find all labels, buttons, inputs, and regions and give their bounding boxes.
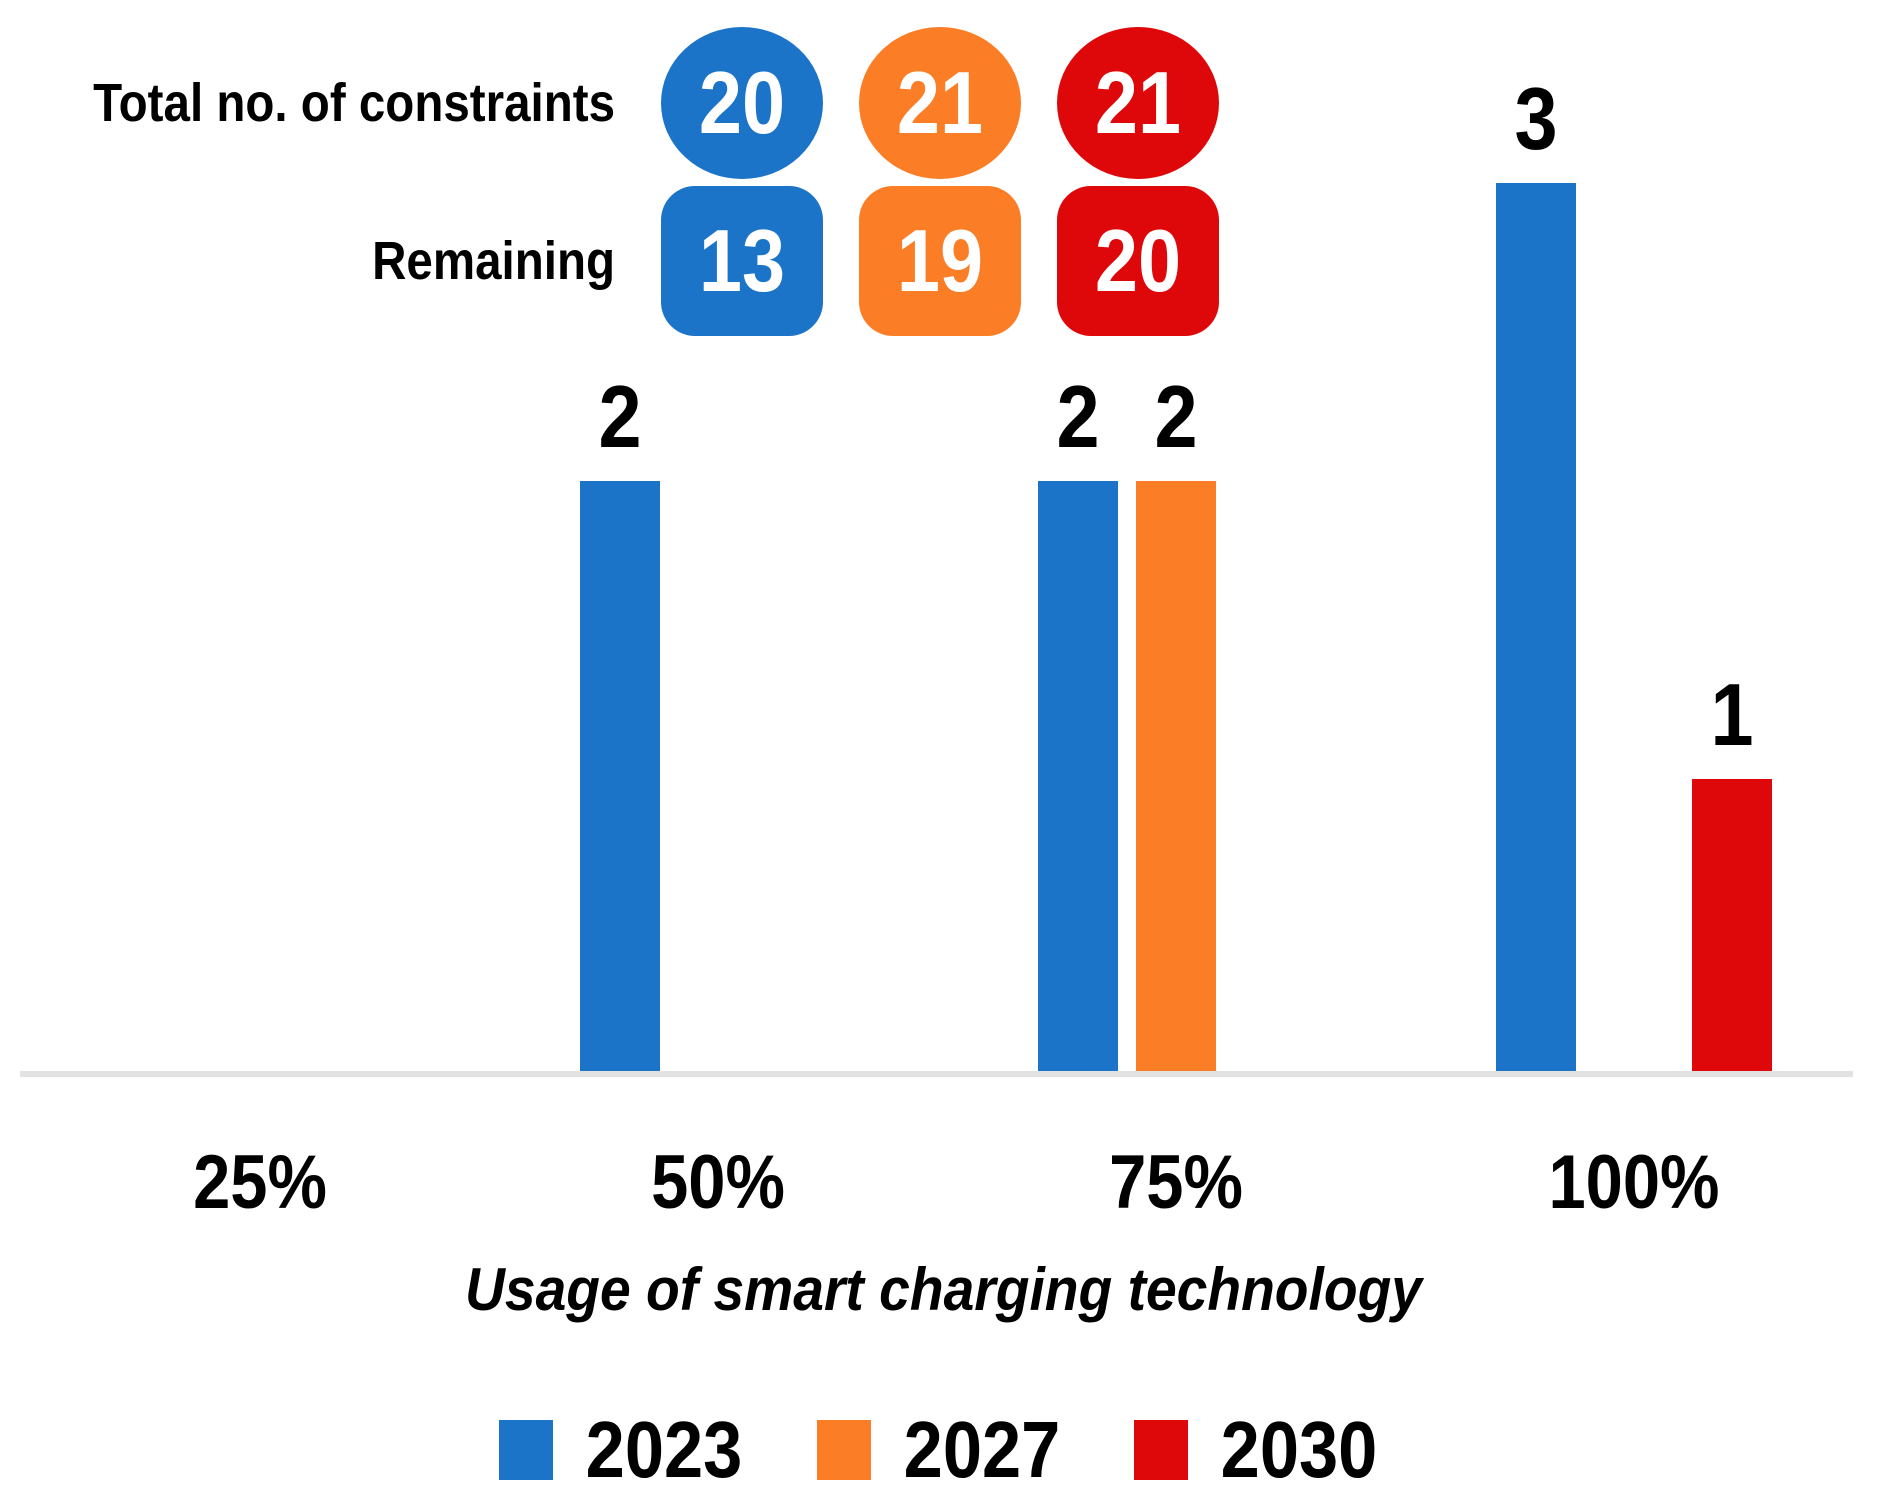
remaining-badge-2030-value: 20 bbox=[1094, 211, 1182, 310]
x-tick-25pct: 25% bbox=[193, 1140, 327, 1225]
legend-label-2023: 2023 bbox=[585, 1405, 742, 1494]
remaining-badge-2023-value: 13 bbox=[698, 211, 786, 310]
x-tick-100pct: 100% bbox=[1548, 1140, 1720, 1225]
total-constraints-label: Total no. of constraints bbox=[93, 73, 616, 133]
bar-value-2023-100%: 3 bbox=[1514, 69, 1558, 168]
bar-value-2023-50%: 2 bbox=[598, 367, 642, 466]
legend-label-2027: 2027 bbox=[903, 1405, 1060, 1494]
x-axis-title: Usage of smart charging technology bbox=[465, 1256, 1422, 1323]
legend-item-2027: 2027 bbox=[816, 1402, 1071, 1498]
remaining-badge-2030: 20 bbox=[1057, 186, 1219, 336]
bar-2023-100% bbox=[1496, 183, 1576, 1077]
total-badge-2027-value: 21 bbox=[896, 53, 984, 152]
legend-item-2023: 2023 bbox=[498, 1402, 753, 1498]
x-tick-75pct: 75% bbox=[1109, 1140, 1243, 1225]
remaining-badge-2027-value: 19 bbox=[896, 211, 984, 310]
remaining-label: Remaining bbox=[372, 231, 615, 291]
total-badge-2030: 21 bbox=[1057, 27, 1219, 179]
total-badge-2030-value: 21 bbox=[1094, 53, 1182, 152]
bar-value-2027-75%: 2 bbox=[1154, 367, 1198, 466]
remaining-badge-2023: 13 bbox=[661, 186, 823, 336]
bar-2023-50% bbox=[580, 481, 660, 1077]
total-badge-2027: 21 bbox=[859, 27, 1021, 179]
legend-swatch-2023 bbox=[498, 1420, 553, 1480]
bar-value-2030-100%: 1 bbox=[1710, 665, 1754, 764]
total-badge-2023: 20 bbox=[661, 27, 823, 179]
bar-2027-75% bbox=[1136, 481, 1216, 1077]
legend-swatch-2030 bbox=[1134, 1420, 1189, 1480]
x-tick-50pct: 50% bbox=[651, 1140, 785, 1225]
x-axis-line bbox=[20, 1071, 1853, 1077]
bar-2023-75% bbox=[1038, 481, 1118, 1077]
legend-label-2030: 2030 bbox=[1221, 1405, 1378, 1494]
legend-item-2030: 2030 bbox=[1134, 1402, 1388, 1498]
total-badge-2023-value: 20 bbox=[698, 53, 786, 152]
legend: 2023 2027 2030 bbox=[0, 1402, 1887, 1498]
bar-2030-100% bbox=[1692, 779, 1772, 1077]
remaining-badge-2027: 19 bbox=[859, 186, 1021, 336]
legend-swatch-2027 bbox=[816, 1420, 871, 1480]
bar-value-2023-75%: 2 bbox=[1056, 367, 1100, 466]
